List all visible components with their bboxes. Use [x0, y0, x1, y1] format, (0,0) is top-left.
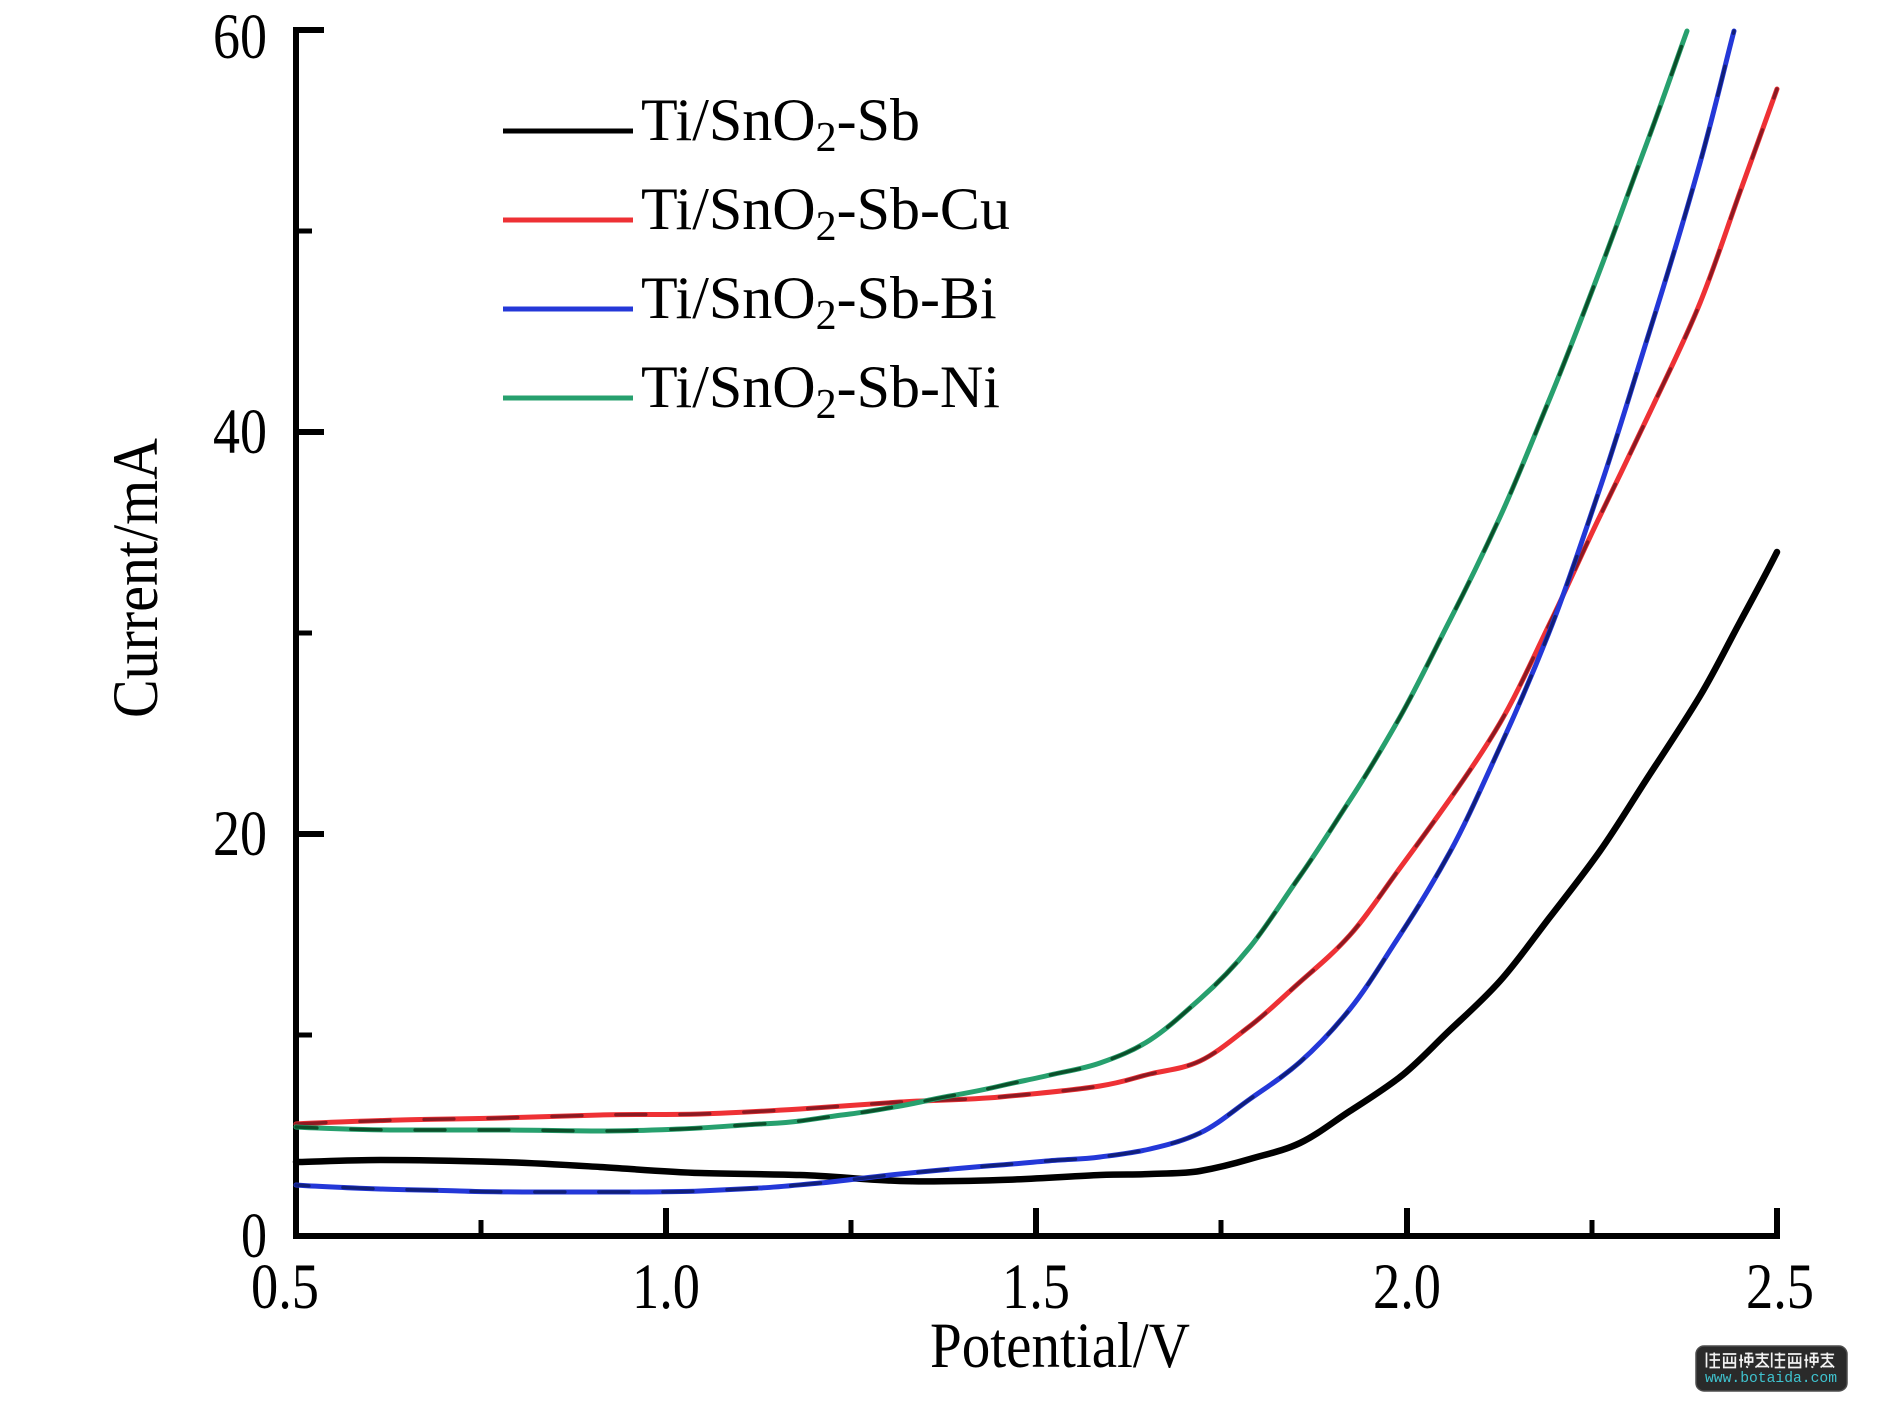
svg-text:60: 60 [213, 1, 267, 73]
svg-text:Ti/SnO2-Sb-Bi: Ti/SnO2-Sb-Bi [641, 265, 997, 339]
svg-text:40: 40 [213, 396, 267, 468]
svg-text:1.5: 1.5 [1002, 1251, 1070, 1323]
svg-text:2.0: 2.0 [1373, 1251, 1441, 1323]
svg-text:www.botaida.com: www.botaida.com [1705, 1370, 1837, 1387]
svg-text:Ti/SnO2-Sb-Ni: Ti/SnO2-Sb-Ni [641, 354, 1000, 428]
svg-text:20: 20 [213, 798, 267, 870]
svg-text:Current/mA: Current/mA [100, 438, 172, 718]
svg-text:0: 0 [241, 1200, 267, 1272]
svg-text:1.0: 1.0 [632, 1251, 700, 1323]
svg-text:Ti/SnO2-Sb: Ti/SnO2-Sb [641, 87, 920, 161]
svg-text:Potential/V: Potential/V [930, 1310, 1190, 1382]
svg-text:2.5: 2.5 [1746, 1251, 1814, 1323]
svg-text:0.5: 0.5 [251, 1251, 319, 1323]
